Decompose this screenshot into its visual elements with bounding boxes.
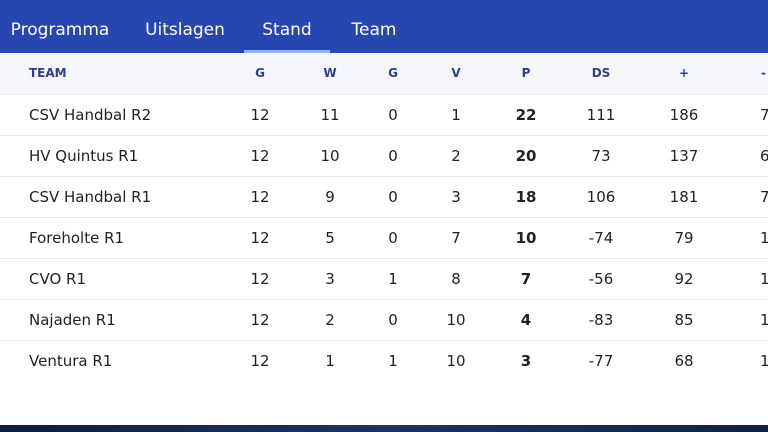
- tab-stand[interactable]: Stand: [244, 0, 330, 53]
- points-cell: 7: [520, 270, 532, 288]
- goal-difference-cell: 111: [586, 106, 616, 124]
- tab-bar: Programma Uitslagen Stand Team: [0, 0, 768, 53]
- goals-for-cell: 68: [674, 352, 694, 370]
- won-cell: 11: [320, 106, 340, 124]
- goals-against-cell: 148: [760, 270, 768, 288]
- team-name-cell: Foreholte R1: [29, 229, 125, 247]
- won-cell: 9: [325, 188, 335, 206]
- standings-table: TEAM G W G V P DS + - CSV Handbal R2 12 11…: [0, 53, 768, 425]
- table-row[interactable]: CSV Handbal R2 12 11 0 1 22 111 186 75: [0, 95, 768, 136]
- team-name-cell: HV Quintus R1: [29, 147, 139, 165]
- played-cell: 12: [250, 229, 270, 247]
- table-header: TEAM G W G V P DS + -: [0, 53, 768, 95]
- played-cell: 12: [250, 270, 270, 288]
- points-cell: 3: [520, 352, 532, 370]
- goals-for-cell: 92: [674, 270, 694, 288]
- goal-difference-cell: 73: [591, 147, 611, 165]
- column-header-won[interactable]: W: [323, 66, 337, 80]
- goals-for-cell: 186: [669, 106, 699, 124]
- background-strip: [0, 425, 768, 432]
- played-cell: 12: [250, 147, 270, 165]
- column-header-goal-difference[interactable]: DS: [591, 66, 611, 80]
- points-cell: 4: [520, 311, 532, 329]
- team-name-cell: Ventura R1: [29, 352, 113, 370]
- lost-cell: 10: [446, 311, 466, 329]
- drawn-cell: 0: [388, 311, 398, 329]
- lost-cell: 7: [451, 229, 461, 247]
- tab-programma[interactable]: Programma: [10, 20, 110, 40]
- played-cell: 12: [250, 352, 270, 370]
- drawn-cell: 0: [388, 106, 398, 124]
- table-row[interactable]: Najaden R1 12 2 0 10 4 -83 85 168: [0, 300, 768, 341]
- goals-against-cell: 75: [760, 188, 768, 206]
- won-cell: 5: [325, 229, 335, 247]
- team-name-cell: CSV Handbal R1: [29, 188, 152, 206]
- tab-uitslagen[interactable]: Uitslagen: [145, 20, 225, 40]
- played-cell: 12: [250, 188, 270, 206]
- played-cell: 12: [250, 311, 270, 329]
- goals-against-cell: 75: [760, 106, 768, 124]
- goals-for-cell: 79: [674, 229, 694, 247]
- table-row[interactable]: CVO R1 12 3 1 8 7 -56 92 148: [0, 259, 768, 300]
- points-cell: 10: [515, 229, 537, 247]
- won-cell: 2: [325, 311, 335, 329]
- column-header-goals-against[interactable]: -: [761, 66, 766, 80]
- drawn-cell: 0: [388, 188, 398, 206]
- column-header-points[interactable]: P: [521, 66, 531, 80]
- points-cell: 20: [515, 147, 537, 165]
- lost-cell: 1: [451, 106, 461, 124]
- table-row[interactable]: HV Quintus R1 12 10 0 2 20 73 137 64: [0, 136, 768, 177]
- drawn-cell: 1: [388, 352, 398, 370]
- column-header-drawn[interactable]: G: [388, 66, 398, 80]
- lost-cell: 3: [451, 188, 461, 206]
- goal-difference-cell: -77: [588, 352, 614, 370]
- team-name-cell: Najaden R1: [29, 311, 116, 329]
- team-name-cell: CSV Handbal R2: [29, 106, 152, 124]
- won-cell: 10: [320, 147, 340, 165]
- column-header-lost[interactable]: V: [451, 66, 461, 80]
- drawn-cell: 0: [388, 229, 398, 247]
- won-cell: 1: [325, 352, 335, 370]
- goals-for-cell: 137: [669, 147, 699, 165]
- points-cell: 22: [515, 106, 537, 124]
- goals-against-cell: 145: [760, 352, 768, 370]
- drawn-cell: 0: [388, 147, 398, 165]
- lost-cell: 2: [451, 147, 461, 165]
- goals-against-cell: 64: [760, 147, 768, 165]
- drawn-cell: 1: [388, 270, 398, 288]
- points-cell: 18: [515, 188, 537, 206]
- goals-against-cell: 168: [760, 311, 768, 329]
- column-header-team[interactable]: TEAM: [29, 66, 67, 80]
- lost-cell: 10: [446, 352, 466, 370]
- goal-difference-cell: -56: [588, 270, 614, 288]
- table-row[interactable]: Foreholte R1 12 5 0 7 10 -74 79 153: [0, 218, 768, 259]
- table-row[interactable]: CSV Handbal R1 12 9 0 3 18 106 181 75: [0, 177, 768, 218]
- team-name-cell: CVO R1: [29, 270, 87, 288]
- lost-cell: 8: [451, 270, 461, 288]
- goals-for-cell: 85: [674, 311, 694, 329]
- goal-difference-cell: -83: [588, 311, 614, 329]
- won-cell: 3: [325, 270, 335, 288]
- goals-against-cell: 153: [760, 229, 768, 247]
- tab-team[interactable]: Team: [351, 20, 397, 40]
- goal-difference-cell: 106: [586, 188, 616, 206]
- column-header-goals-for[interactable]: +: [678, 66, 690, 80]
- goals-for-cell: 181: [669, 188, 699, 206]
- played-cell: 12: [250, 106, 270, 124]
- goal-difference-cell: -74: [588, 229, 614, 247]
- column-header-played[interactable]: G: [255, 66, 265, 80]
